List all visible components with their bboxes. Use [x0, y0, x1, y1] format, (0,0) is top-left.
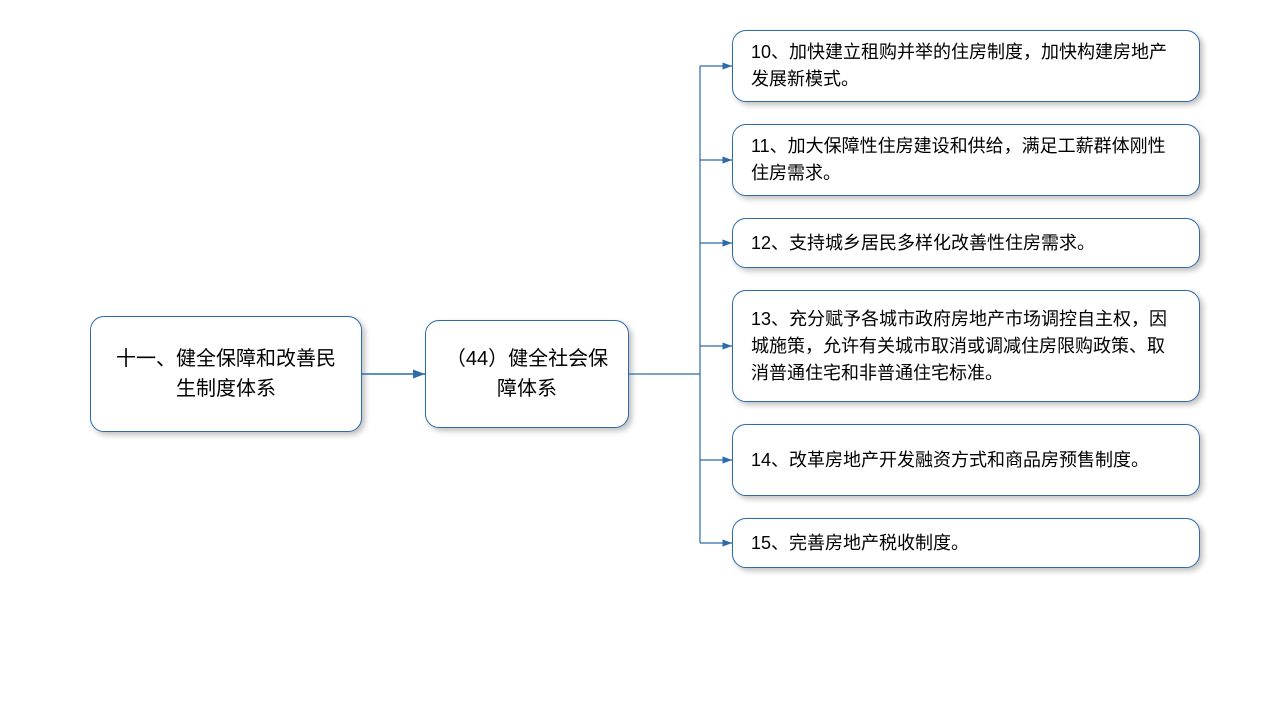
leaf-node: 13、充分赋予各城市政府房地产市场调控自主权，因城施策，允许有关城市取消或调减住…	[732, 290, 1200, 402]
mid-node: （44）健全社会保障体系	[425, 320, 629, 428]
leaf-node: 12、支持城乡居民多样化改善性住房需求。	[732, 218, 1200, 268]
leaf-label: 12、支持城乡居民多样化改善性住房需求。	[751, 230, 1095, 257]
leaf-label: 14、改革房地产开发融资方式和商品房预售制度。	[751, 447, 1149, 474]
leaf-label: 13、充分赋予各城市政府房地产市场调控自主权，因城施策，允许有关城市取消或调减住…	[751, 306, 1181, 387]
mid-label: （44）健全社会保障体系	[444, 344, 610, 404]
leaf-label: 15、完善房地产税收制度。	[751, 530, 969, 557]
leaf-label: 10、加快建立租购并举的住房制度，加快构建房地产发展新模式。	[751, 39, 1181, 93]
root-node: 十一、健全保障和改善民生制度体系	[90, 316, 362, 432]
leaf-label: 11、加大保障性住房建设和供给，满足工薪群体刚性住房需求。	[751, 133, 1181, 187]
leaf-node: 14、改革房地产开发融资方式和商品房预售制度。	[732, 424, 1200, 496]
leaf-node: 10、加快建立租购并举的住房制度，加快构建房地产发展新模式。	[732, 30, 1200, 102]
leaf-node: 11、加大保障性住房建设和供给，满足工薪群体刚性住房需求。	[732, 124, 1200, 196]
leaf-node: 15、完善房地产税收制度。	[732, 518, 1200, 568]
root-label: 十一、健全保障和改善民生制度体系	[109, 344, 343, 404]
